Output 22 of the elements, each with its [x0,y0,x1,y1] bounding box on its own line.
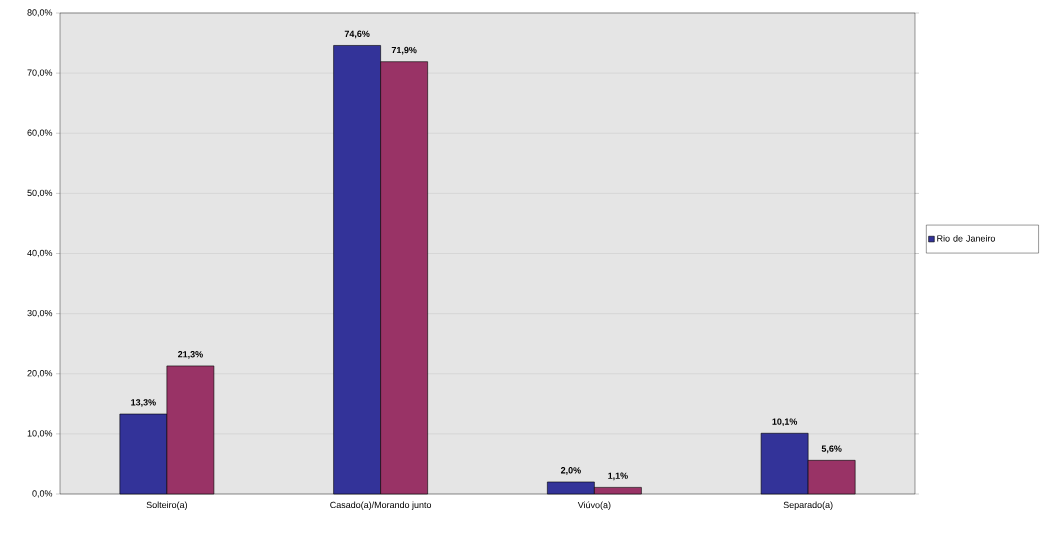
data-label: 71,9% [391,46,417,55]
data-label: 13,3% [131,399,156,407]
y-tick-label: 10,0% [27,430,53,438]
y-tick-label: 0,0% [32,490,53,498]
x-tick-label: Solteiro(a) [146,501,187,510]
y-tick-label: 30,0% [27,309,53,318]
y-tick-label: 60,0% [27,129,53,137]
y-tick-label: 50,0% [27,189,53,198]
data-label: 5,6% [821,445,842,454]
data-label: 2,0% [560,467,581,475]
data-label: 1,1% [608,472,628,481]
x-tick-label: Casado(a)/Morando junto [330,501,432,510]
y-tick-label: 70,0% [27,69,53,77]
legend-label: Rio de Janeiro [937,235,995,242]
x-tick-label: Separado(a) [783,501,833,510]
data-label: 21,3% [177,351,203,359]
x-tick-label: Viúvo(a) [577,501,611,510]
y-tick-label: 40,0% [27,249,53,258]
data-label: 74,6% [344,30,370,39]
y-tick-label: 20,0% [27,370,53,378]
data-label: 10,1% [772,418,798,427]
y-tick-label: 80,0% [27,9,53,17]
